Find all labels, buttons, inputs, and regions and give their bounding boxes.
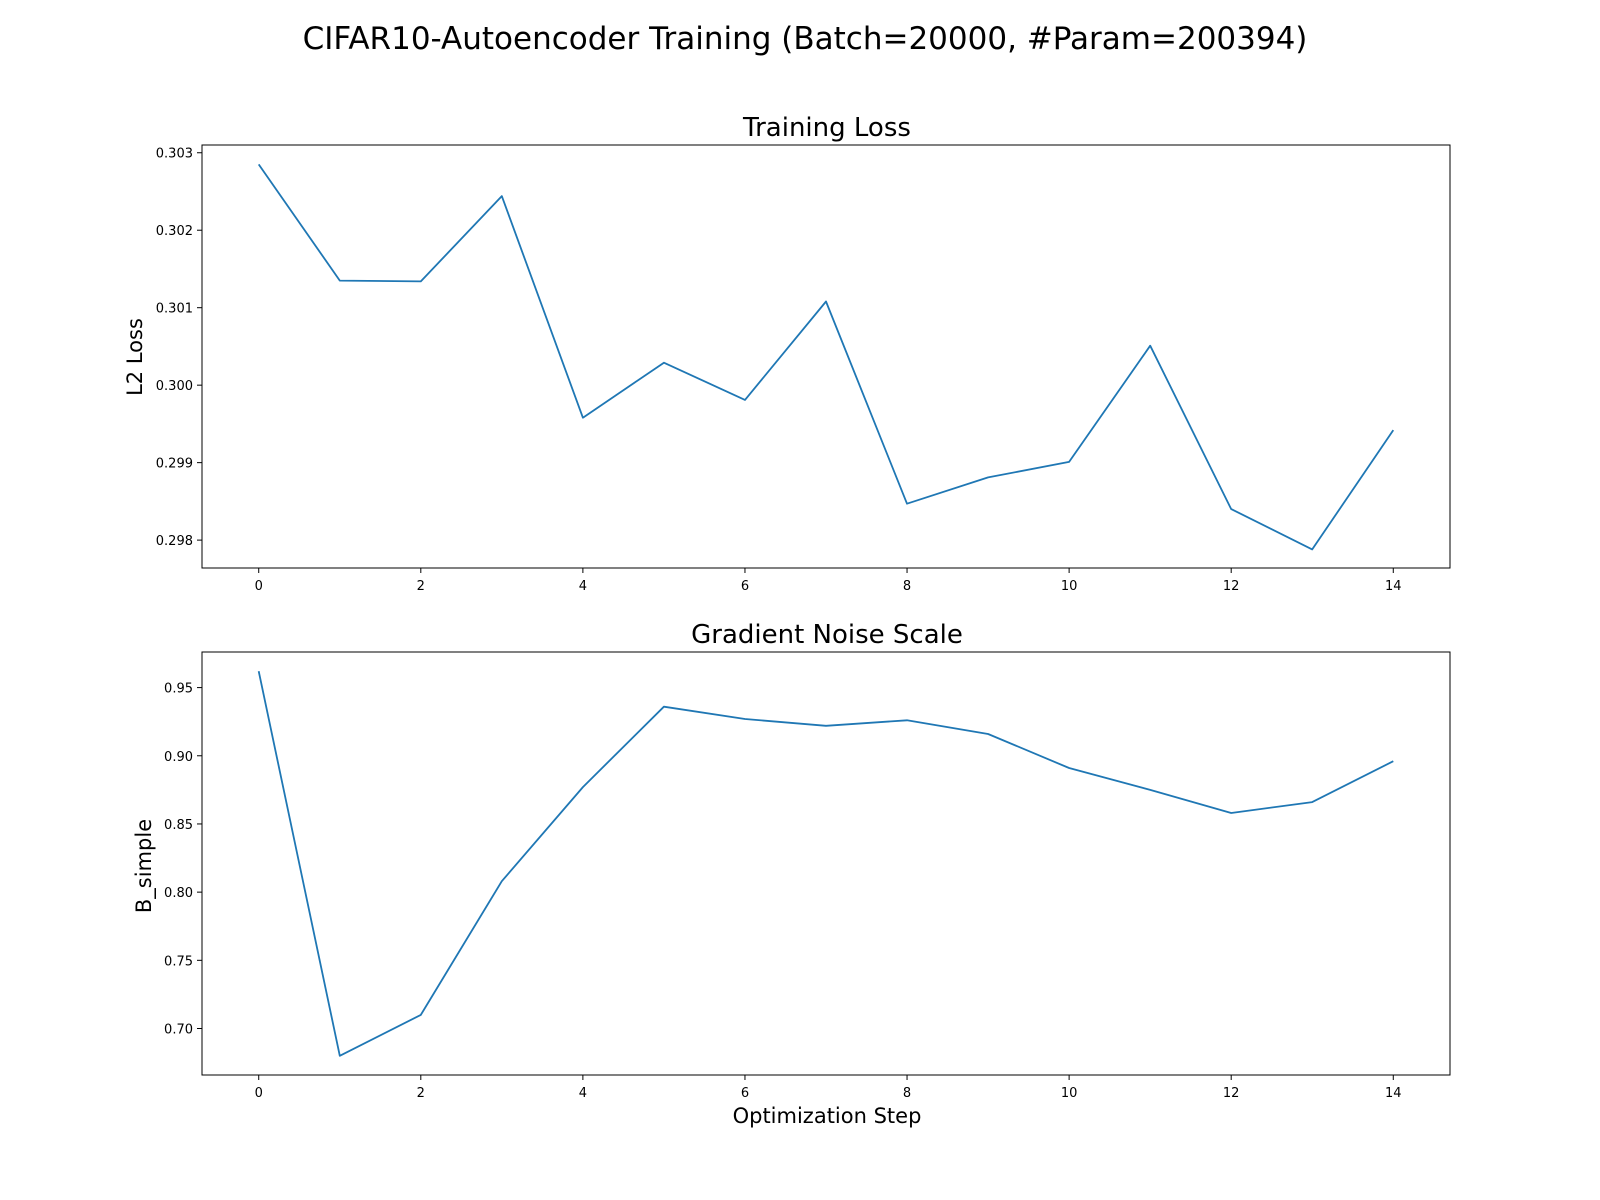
- gradient-noise-scale-ytick-label: 0.95: [164, 682, 193, 697]
- training-loss-ytick-label: 0.303: [156, 147, 193, 162]
- gradient-noise-scale-xtick-label: 0: [255, 1086, 263, 1101]
- gradient-noise-scale-ytick-label: 0.85: [164, 818, 193, 833]
- gradient-noise-scale-xtick-label: 4: [579, 1086, 587, 1101]
- training-loss-xtick-label: 12: [1223, 579, 1240, 594]
- training-loss-xtick-label: 4: [579, 579, 587, 594]
- training-loss-chart: Training Loss L2 Loss 0 2 4 6 8 10 12 14 0.2980…: [123, 113, 1451, 594]
- gradient-noise-scale-ytick-label: 0.75: [164, 954, 193, 969]
- gradient-noise-scale-ytick-label: 0.80: [164, 886, 193, 901]
- training-loss-yticks: 0.298 0.299 0.300 0.301 0.302 0.303: [156, 147, 202, 549]
- gradient-noise-scale-xtick-label: 14: [1385, 1086, 1402, 1101]
- training-loss-ytick-label: 0.300: [156, 379, 193, 394]
- training-loss-ytick-label: 0.301: [156, 302, 193, 317]
- training-loss-title: Training Loss: [742, 113, 911, 143]
- training-loss-ytick-label: 0.302: [156, 224, 193, 239]
- gradient-noise-scale-xtick-label: 10: [1061, 1086, 1078, 1101]
- training-loss-xtick-label: 14: [1385, 579, 1402, 594]
- gradient-noise-scale-series: [257, 671, 1394, 1057]
- gradient-noise-scale-xticks: 0 2 4 6 8 10 12 14: [255, 1075, 1402, 1101]
- gradient-noise-scale-title: Gradient Noise Scale: [691, 620, 963, 650]
- training-loss-ylabel: L2 Loss: [123, 318, 147, 396]
- training-loss-xticks: 0 2 4 6 8 10 12 14: [255, 568, 1402, 594]
- training-loss-line: [257, 163, 1395, 551]
- gradient-noise-scale-xtick-label: 8: [903, 1086, 911, 1101]
- gradient-noise-scale-line: [257, 671, 1394, 1057]
- gradient-noise-scale-xlabel: Optimization Step: [733, 1104, 922, 1128]
- training-loss-frame: [201, 144, 1451, 569]
- gradient-noise-scale-yticks: 0.70 0.75 0.80 0.85 0.90 0.95: [164, 682, 202, 1038]
- training-loss-ytick-label: 0.299: [156, 457, 193, 472]
- training-loss-xtick-label: 10: [1061, 579, 1078, 594]
- training-loss-series: [257, 163, 1395, 551]
- gradient-noise-scale-xtick-label: 6: [741, 1086, 749, 1101]
- gradient-noise-scale-chart: Gradient Noise Scale B_simple Optimizati…: [132, 620, 1451, 1128]
- gradient-noise-scale-xtick-label: 12: [1223, 1086, 1240, 1101]
- gradient-noise-scale-frame: [201, 651, 1451, 1076]
- training-loss-xtick-label: 0: [255, 579, 263, 594]
- training-loss-xtick-label: 2: [417, 579, 425, 594]
- gradient-noise-scale-xtick-label: 2: [417, 1086, 425, 1101]
- training-loss-xtick-label: 8: [903, 579, 911, 594]
- training-loss-xtick-label: 6: [741, 579, 749, 594]
- training-loss-ytick-label: 0.298: [156, 534, 193, 549]
- gradient-noise-scale-ytick-label: 0.70: [164, 1023, 193, 1038]
- figure-title: CIFAR10-Autoencoder Training (Batch=2000…: [303, 21, 1308, 57]
- gradient-noise-scale-ylabel: B_simple: [132, 819, 157, 913]
- gradient-noise-scale-ytick-label: 0.90: [164, 750, 193, 765]
